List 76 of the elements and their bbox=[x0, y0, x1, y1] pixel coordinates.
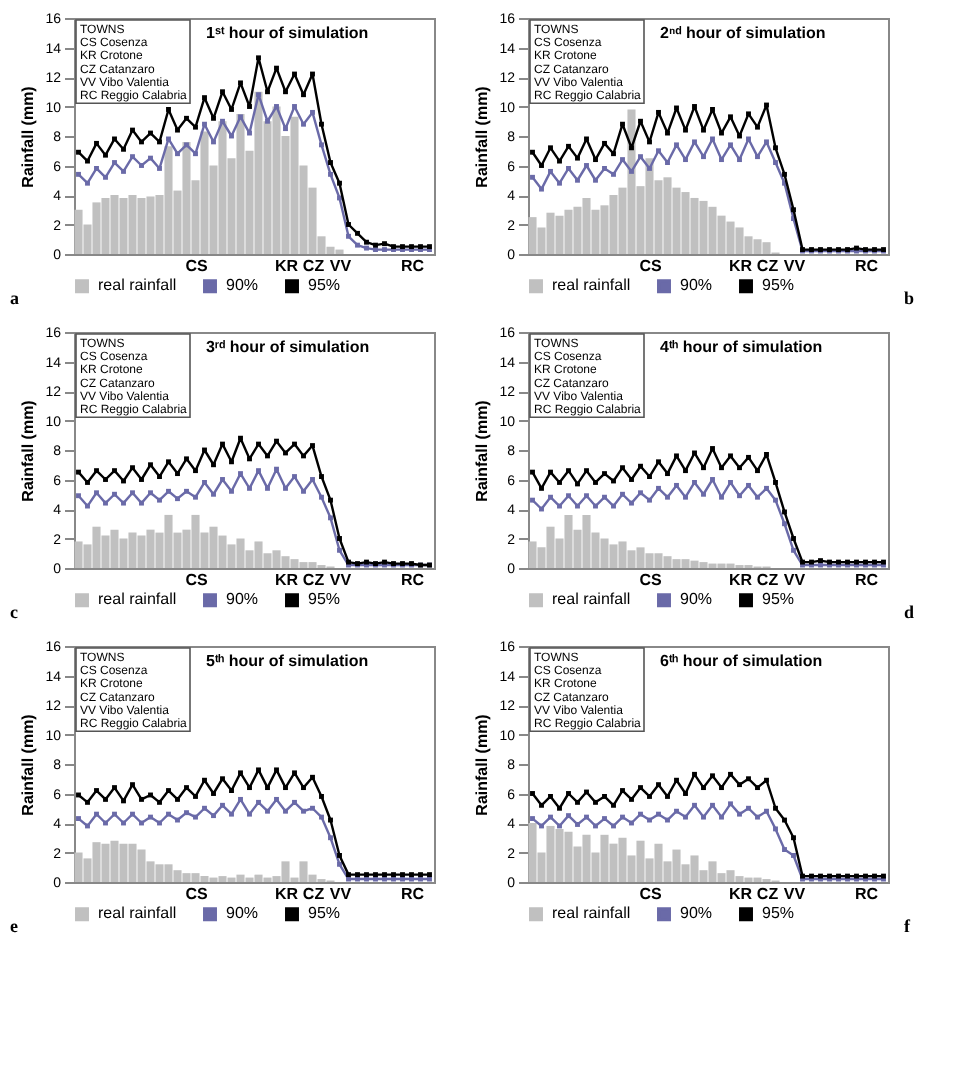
x-tick-label: CZ bbox=[756, 571, 779, 589]
y-axis-title: Rainfall (mm) bbox=[473, 85, 492, 188]
chart-title: 5ᵗʰ hour of simulation bbox=[206, 652, 369, 670]
legend-label: 95% bbox=[762, 904, 795, 923]
x-tick-label: KR bbox=[274, 885, 299, 903]
legend-label: 95% bbox=[762, 590, 795, 609]
x-tick-label: RC bbox=[400, 257, 425, 275]
chart-title: 4ᵗʰ hour of simulation bbox=[660, 338, 823, 356]
x-tick-label: RC bbox=[854, 257, 879, 275]
x-tick-label: VV bbox=[329, 885, 353, 903]
legend-label: real rainfall bbox=[552, 904, 631, 923]
y-axis-title: Rainfall (mm) bbox=[473, 713, 492, 816]
x-tick-label: CS bbox=[185, 257, 209, 275]
line-series bbox=[530, 477, 886, 568]
chart-title: 1ˢᵗ hour of simulation bbox=[206, 24, 369, 42]
text: e bbox=[10, 916, 18, 936]
chart-title: 2ⁿᵈ hour of simulation bbox=[660, 24, 826, 42]
legend-label: 95% bbox=[308, 276, 341, 295]
x-tick-label: VV bbox=[329, 571, 353, 589]
x-tick-label: CZ bbox=[302, 257, 325, 275]
line-series bbox=[76, 796, 432, 882]
chart-title: 3ʳᵈ hour of simulation bbox=[206, 338, 370, 356]
x-tick-label: CS bbox=[185, 885, 209, 903]
text: d bbox=[904, 602, 915, 622]
x-tick-label: VV bbox=[783, 885, 807, 903]
legend-label: real rainfall bbox=[552, 276, 631, 295]
chart-title: 6ᵗʰ hour of simulation bbox=[660, 652, 823, 670]
x-tick-label: CZ bbox=[302, 885, 325, 903]
x-tick-label: VV bbox=[783, 571, 807, 589]
legend-label: real rainfall bbox=[98, 276, 177, 295]
x-tick-label: CZ bbox=[302, 571, 325, 589]
x-tick-label: CZ bbox=[756, 885, 779, 903]
legend-label: real rainfall bbox=[98, 904, 177, 923]
legend-label: 90% bbox=[226, 276, 259, 295]
x-tick-label: KR bbox=[728, 885, 753, 903]
x-tick-label: KR bbox=[728, 571, 753, 589]
x-tick-label: RC bbox=[854, 885, 879, 903]
legend-label: 90% bbox=[680, 276, 713, 295]
text: a bbox=[10, 288, 20, 308]
text: f bbox=[904, 916, 912, 936]
y-axis-title: Rainfall (mm) bbox=[19, 713, 38, 816]
line-series bbox=[530, 771, 886, 879]
x-tick-label: VV bbox=[783, 257, 807, 275]
legend-label: 90% bbox=[680, 590, 713, 609]
text: c bbox=[10, 602, 18, 622]
x-tick-label: CZ bbox=[756, 257, 779, 275]
line-series bbox=[530, 102, 886, 253]
line-series bbox=[530, 446, 886, 565]
legend-label: 95% bbox=[308, 590, 341, 609]
legend-label: 90% bbox=[680, 904, 713, 923]
x-tick-label: KR bbox=[274, 257, 299, 275]
y-axis-title: Rainfall (mm) bbox=[19, 399, 38, 502]
x-tick-label: CS bbox=[639, 885, 663, 903]
legend-label: 95% bbox=[308, 904, 341, 923]
line-series bbox=[76, 435, 432, 568]
y-axis-title: Rainfall (mm) bbox=[19, 85, 38, 188]
x-tick-label: KR bbox=[728, 257, 753, 275]
legend-label: real rainfall bbox=[98, 590, 177, 609]
legend-label: real rainfall bbox=[552, 590, 631, 609]
x-tick-label: VV bbox=[329, 257, 353, 275]
x-tick-label: RC bbox=[400, 571, 425, 589]
line-series bbox=[76, 92, 432, 253]
legend-label: 95% bbox=[762, 276, 795, 295]
line-series bbox=[76, 767, 432, 878]
line-series bbox=[530, 801, 886, 882]
x-tick-label: RC bbox=[854, 571, 879, 589]
x-tick-label: CS bbox=[639, 571, 663, 589]
x-tick-label: CS bbox=[185, 571, 209, 589]
legend-label: 90% bbox=[226, 904, 259, 923]
x-tick-label: KR bbox=[274, 571, 299, 589]
legend-label: 90% bbox=[226, 590, 259, 609]
y-axis-title: Rainfall (mm) bbox=[473, 399, 492, 502]
text: b bbox=[904, 288, 915, 308]
x-tick-label: CS bbox=[639, 257, 663, 275]
x-tick-label: RC bbox=[400, 885, 425, 903]
line-series bbox=[530, 136, 886, 254]
